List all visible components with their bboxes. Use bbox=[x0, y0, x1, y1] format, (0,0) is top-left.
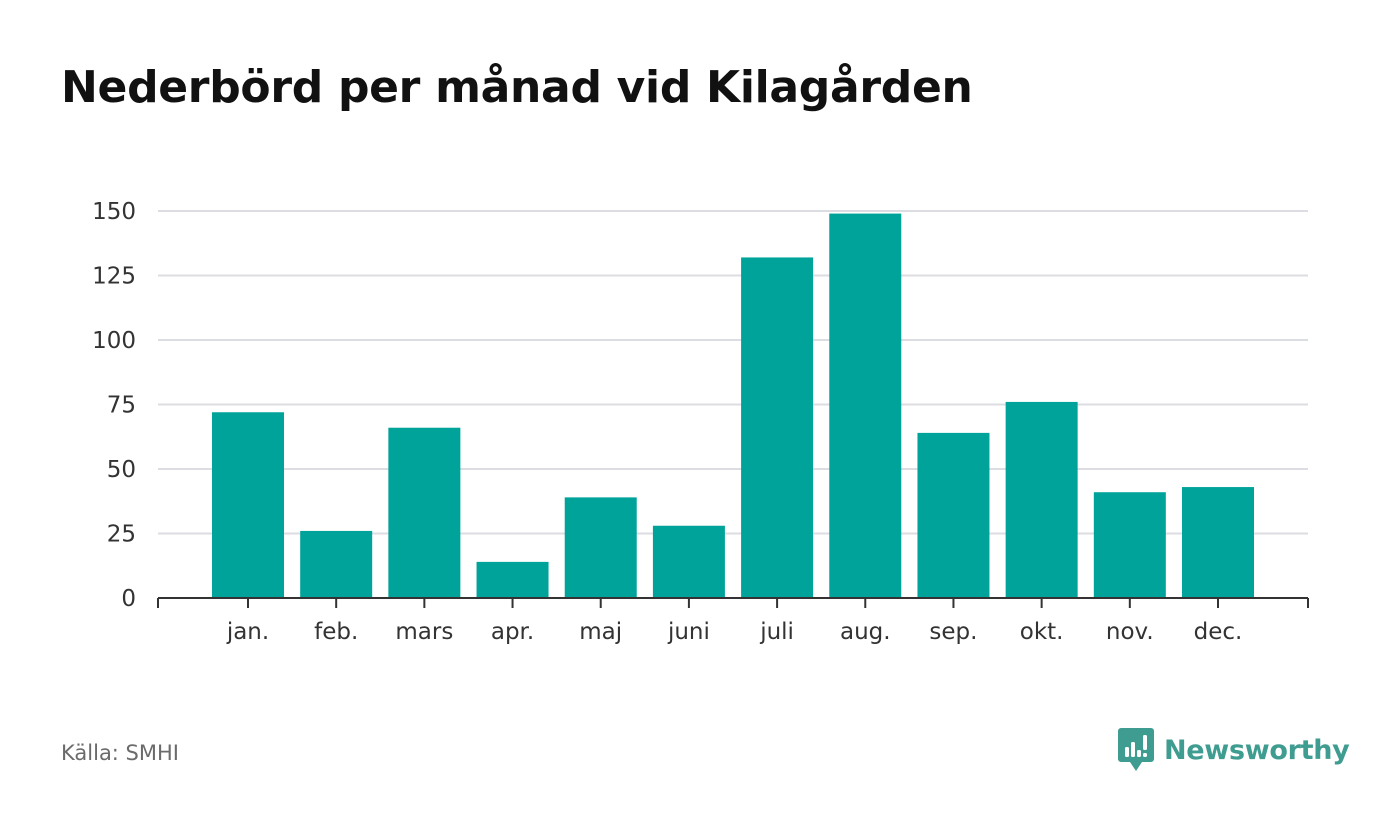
bar-2 bbox=[388, 427, 461, 598]
y-tick-label: 25 bbox=[107, 522, 136, 548]
x-tick-label: jan. bbox=[226, 619, 269, 645]
x-axis bbox=[157, 597, 1309, 608]
x-tick-label: juli bbox=[759, 619, 794, 645]
x-tick-label: nov. bbox=[1106, 619, 1154, 645]
bar-3 bbox=[476, 561, 549, 598]
grid-lines bbox=[158, 210, 1308, 535]
brand-logo: Newsworthy bbox=[1118, 728, 1350, 772]
x-axis-tick-labels: jan. feb. mars apr. maj juni juli aug. sep. okt. n… bbox=[226, 619, 1243, 645]
y-tick-label: 125 bbox=[92, 264, 136, 290]
chart-title: Nederbörd per månad vid Kilagården bbox=[61, 62, 973, 113]
x-tick-label: okt. bbox=[1020, 619, 1064, 645]
x-tick-label: sep. bbox=[929, 619, 977, 645]
brand-name: Newsworthy bbox=[1164, 734, 1350, 766]
bar-8 bbox=[917, 432, 990, 598]
y-tick-label: 75 bbox=[107, 393, 136, 419]
bar-7 bbox=[829, 213, 902, 598]
bar-6 bbox=[741, 257, 814, 598]
x-tick-label: mars bbox=[395, 619, 453, 645]
x-tick-label: maj bbox=[579, 619, 622, 645]
bar-chart: 0 25 50 75 100 125 150 jan. feb. mars apr. maj juni… bbox=[92, 199, 1309, 645]
bar-10 bbox=[1093, 492, 1166, 598]
y-axis-tick-labels: 0 25 50 75 100 125 150 bbox=[92, 199, 136, 612]
y-tick-label: 150 bbox=[92, 199, 136, 225]
bar-5 bbox=[652, 525, 725, 598]
bars bbox=[212, 213, 1254, 598]
bar-11 bbox=[1182, 487, 1254, 598]
bar-4 bbox=[564, 497, 637, 598]
x-tick-label: apr. bbox=[491, 619, 534, 645]
x-tick-label: dec. bbox=[1194, 619, 1243, 645]
x-tick-label: feb. bbox=[314, 619, 358, 645]
y-tick-label: 100 bbox=[92, 328, 136, 354]
bar-9 bbox=[1005, 401, 1078, 598]
bar-0 bbox=[212, 412, 284, 598]
x-tick-label: juni bbox=[667, 619, 710, 645]
newsworthy-logo-icon bbox=[1118, 728, 1154, 771]
source-note: Källa: SMHI bbox=[61, 741, 179, 765]
bar-1 bbox=[300, 530, 373, 598]
x-tick-label: aug. bbox=[840, 619, 891, 645]
y-tick-label: 0 bbox=[121, 586, 136, 612]
y-tick-label: 50 bbox=[107, 457, 136, 483]
